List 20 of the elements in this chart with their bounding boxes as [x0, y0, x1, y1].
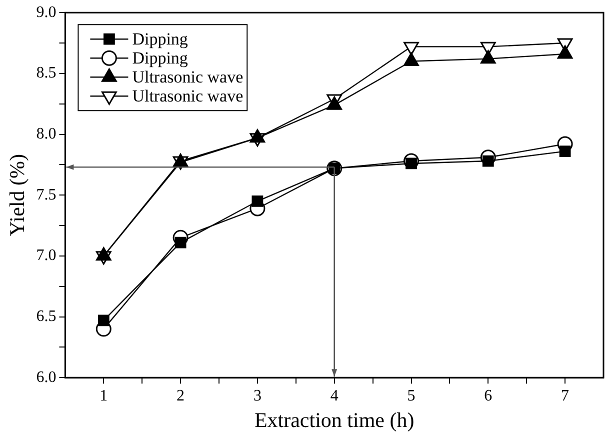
x-tick-label: 3	[253, 387, 262, 404]
y-tick-label: 9.0	[36, 4, 56, 21]
x-tick-label: 4	[330, 387, 338, 404]
y-tick-label: 6.5	[36, 308, 56, 325]
legend-label: Ultrasonic wave	[132, 86, 244, 106]
y-tick-label: 8.5	[36, 64, 56, 82]
x-tick-label: 7	[561, 387, 570, 404]
legend-label: Dipping	[132, 48, 188, 68]
y-axis-title: Yield (%)	[5, 154, 30, 236]
y-tick-label: 7.0	[36, 247, 56, 264]
y-tick-label: 6.0	[36, 368, 56, 386]
x-axis-title: Extraction time (h)	[254, 408, 414, 432]
y-tick-label: 7.5	[36, 186, 56, 204]
legend-label: Dipping	[132, 30, 188, 49]
x-tick-label: 6	[484, 387, 492, 404]
y-tick-label: 8.0	[36, 125, 56, 142]
x-tick-label: 1	[100, 387, 108, 404]
legend-label: Ultrasonic wave	[132, 68, 244, 87]
x-tick-label: 2	[176, 387, 185, 404]
x-tick-label: 5	[407, 387, 416, 404]
